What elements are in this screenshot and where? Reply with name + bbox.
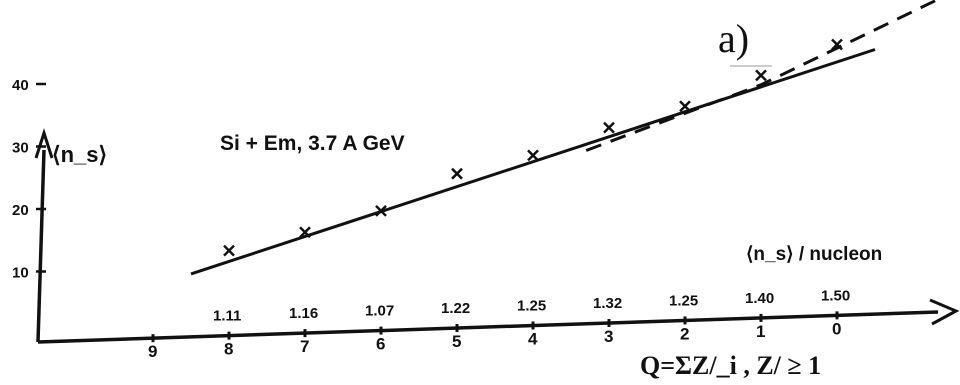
ratio-value: 1.11 bbox=[213, 308, 241, 325]
x-tick-label: 3 bbox=[604, 327, 613, 346]
ratio-value: 1.50 bbox=[821, 287, 850, 304]
x-tick-label: 8 bbox=[224, 340, 233, 359]
y-tick-label: 10 bbox=[12, 265, 29, 282]
x-tick-label: 0 bbox=[832, 319, 841, 338]
y-ticks: 10 20 30 40 bbox=[12, 77, 46, 282]
x-axis-arrow bbox=[929, 298, 960, 326]
ratio-value: 1.40 bbox=[745, 290, 774, 307]
y-axis-label: ⟨n_s⟩ bbox=[52, 142, 107, 167]
x-ticks: 9 8 7 6 5 4 3 2 1 0 bbox=[148, 311, 841, 361]
data-point bbox=[831, 38, 843, 51]
x-axis bbox=[37, 310, 939, 344]
y-tick-label: 30 bbox=[12, 140, 29, 157]
ratio-value: 1.25 bbox=[669, 292, 698, 309]
ratio-value: 1.32 bbox=[593, 295, 622, 312]
x-tick-label: 5 bbox=[452, 332, 461, 351]
axes bbox=[34, 128, 960, 344]
data-points bbox=[223, 38, 843, 257]
data-point bbox=[375, 204, 387, 217]
ratio-value: 1.07 bbox=[365, 303, 394, 320]
y-tick-label: 40 bbox=[12, 77, 29, 94]
data-point bbox=[679, 100, 691, 113]
x-tick-label: 4 bbox=[528, 330, 538, 349]
fit-line bbox=[190, 48, 876, 276]
x-tick-label: 9 bbox=[148, 342, 157, 361]
panel-label: a) bbox=[718, 16, 749, 61]
series-lines bbox=[190, 0, 941, 276]
chart-title: Si + Em, 3.7 A GeV bbox=[220, 132, 405, 155]
x-tick-label: 2 bbox=[680, 324, 689, 343]
x-tick-label: 6 bbox=[376, 335, 385, 354]
y-tick-label: 20 bbox=[12, 202, 29, 219]
ratio-value: 1.25 bbox=[517, 298, 546, 315]
y-axis bbox=[36, 149, 46, 343]
data-point bbox=[299, 226, 311, 239]
ratio-value: 1.22 bbox=[441, 300, 470, 317]
data-point bbox=[603, 121, 615, 134]
ratio-labels: 1.11 1.16 1.07 1.22 1.25 1.32 1.25 1.40 1.50 bbox=[213, 287, 850, 324]
ratio-value: 1.16 bbox=[289, 305, 318, 322]
x-axis-label: Q=ΣZ/_i , Z/ ≥ 1 bbox=[640, 351, 821, 380]
ratio-label: ⟨n_s⟩ / nucleon bbox=[746, 244, 882, 265]
y-axis-arrow bbox=[34, 128, 54, 159]
data-point bbox=[755, 69, 767, 82]
data-point bbox=[451, 167, 463, 180]
dashed-line bbox=[585, 0, 941, 152]
x-tick-label: 1 bbox=[756, 322, 765, 341]
x-tick-label: 7 bbox=[300, 337, 309, 356]
data-point bbox=[223, 244, 235, 257]
data-point bbox=[527, 149, 539, 162]
